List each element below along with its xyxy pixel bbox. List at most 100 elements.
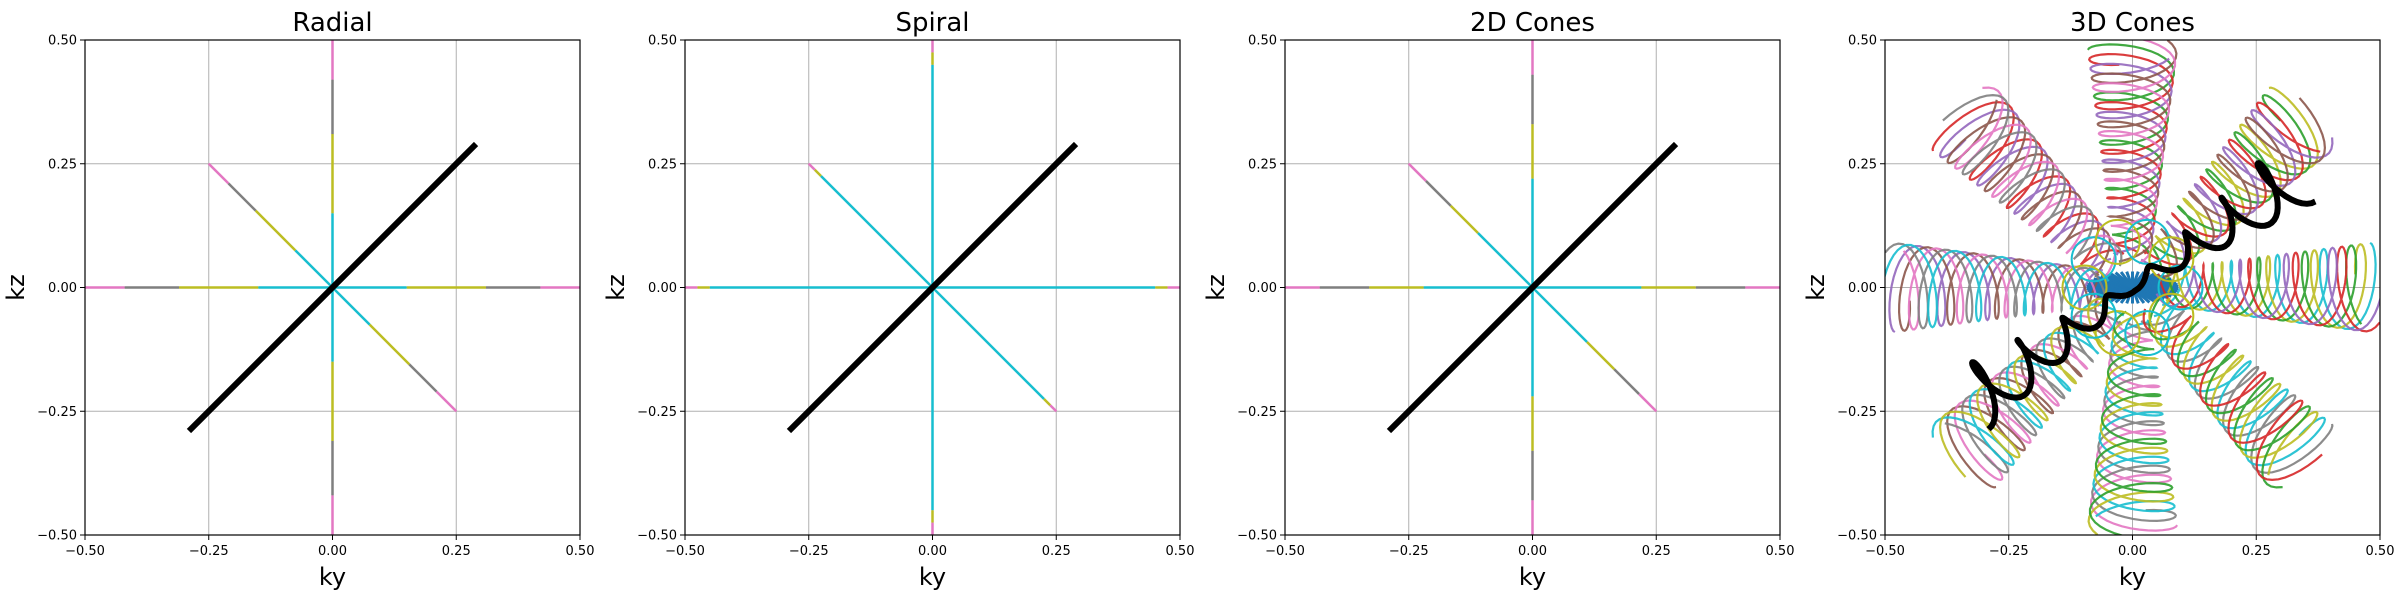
spiral-arm	[820, 175, 934, 289]
cone-ring	[2094, 218, 2141, 265]
cone-helix	[1885, 243, 2110, 329]
y-axis-label: kz	[602, 274, 630, 301]
x-tick-label: 0.00	[2118, 544, 2147, 559]
y-tick-label: −0.50	[637, 529, 677, 544]
x-tick-label: −0.50	[665, 544, 705, 559]
chart-title: Radial	[292, 8, 372, 38]
panel-radial: Radial ky kz −0.50 −0.25 0.00 0.25 0.50 −0.5…	[2, 8, 594, 591]
cone-ring	[2061, 264, 2108, 311]
radial-spoke	[254, 209, 297, 252]
highlighted-trajectory	[1969, 160, 2317, 432]
x-tick-label: 0.25	[1042, 544, 1071, 559]
cone-arm	[1477, 232, 1534, 289]
x-tick-label: 0.25	[1642, 544, 1671, 559]
x-tick-label: −0.25	[1989, 544, 2029, 559]
cone-helix	[2088, 310, 2174, 535]
y-tick-label: 0.00	[48, 281, 77, 296]
panel-spiral: Spiral ky kz −0.50 −0.25 0.00 0.25 0.50 −0.5…	[602, 8, 1194, 591]
cone-helix	[1938, 297, 2112, 478]
cone-helix	[2090, 40, 2178, 263]
highlighted-trajectory	[1386, 141, 1679, 434]
y-tick-label: 0.50	[1248, 34, 1277, 49]
x-axis-label: ky	[1519, 563, 1546, 591]
cone-helix	[2153, 97, 2327, 278]
x-tick-label: 0.25	[442, 544, 471, 559]
radial-spoke	[331, 286, 371, 326]
x-axis-label: ky	[919, 563, 946, 591]
radial-spoke	[408, 363, 438, 393]
cone-arm	[1586, 341, 1616, 371]
y-tick-label: 0.50	[648, 34, 677, 49]
plot-area	[1885, 40, 2380, 535]
cone-arm	[1531, 286, 1588, 343]
x-ticks: −0.50 −0.25 0.00 0.25 0.50	[665, 535, 1194, 559]
cone-helix	[2148, 295, 2311, 489]
cone-helix	[1885, 242, 2108, 330]
cone-helix	[2154, 86, 2319, 280]
y-tick-label: 0.50	[1848, 34, 1877, 49]
x-tick-label: −0.50	[1265, 544, 1305, 559]
spiral-arm	[1049, 404, 1058, 413]
cone-ring	[2148, 292, 2195, 339]
highlighted-trajectory	[786, 141, 1079, 434]
y-tick-label: 0.00	[648, 281, 677, 296]
x-ticks: −0.50 −0.25 0.00 0.25 0.50	[65, 535, 594, 559]
y-tick-label: 0.25	[648, 157, 677, 172]
cone-arm	[1407, 162, 1427, 182]
cone-helix	[2087, 312, 2175, 535]
panel-2d-cones: 2D Cones ky kz −0.50 −0.25 0.00 0.25 0.50 −0…	[1202, 8, 1794, 591]
y-axis-label: kz	[1802, 274, 1830, 301]
radial-spoke	[227, 182, 257, 212]
y-tick-label: −0.50	[1837, 529, 1877, 544]
x-ticks: −0.50 −0.25 0.00 0.25 0.50	[1265, 535, 1794, 559]
cone-ring	[2124, 218, 2171, 265]
x-ticks: −0.50 −0.25 0.00 0.25 0.50	[1865, 535, 2394, 559]
y-ticks: −0.50 −0.25 0.00 0.25 0.50	[37, 34, 85, 544]
y-tick-label: 0.00	[1848, 281, 1877, 296]
chart-title: Spiral	[895, 8, 969, 38]
x-tick-label: −0.25	[189, 544, 229, 559]
x-axis-label: ky	[2119, 563, 2146, 591]
x-tick-label: 0.00	[1518, 544, 1547, 559]
y-ticks: −0.50 −0.25 0.00 0.25 0.50	[1237, 34, 1285, 544]
x-tick-label: 0.50	[1166, 544, 1195, 559]
radial-spoke	[368, 323, 411, 366]
cone-helix	[2157, 245, 2380, 333]
y-tick-label: −0.25	[37, 405, 77, 420]
y-tick-label: 0.50	[48, 34, 77, 49]
spiral-arm	[1043, 398, 1052, 407]
y-ticks: −0.50 −0.25 0.00 0.25 0.50	[1837, 34, 1885, 544]
cone-helix	[1942, 93, 2123, 267]
x-tick-label: −0.50	[1865, 544, 1905, 559]
cone-helix	[2155, 246, 2380, 332]
cone-helix	[2142, 308, 2323, 482]
y-tick-label: 0.25	[48, 157, 77, 172]
y-tick-label: −0.25	[1837, 405, 1877, 420]
radial-spoke	[435, 390, 458, 413]
x-tick-label: −0.25	[789, 544, 829, 559]
y-axis-label: kz	[1202, 274, 1230, 301]
x-tick-label: 0.00	[318, 544, 347, 559]
cone-ring	[2094, 310, 2141, 357]
x-tick-label: 0.00	[918, 544, 947, 559]
cone-ring	[2124, 310, 2171, 357]
x-tick-label: 0.50	[566, 544, 595, 559]
y-ticks: −0.50 −0.25 0.00 0.25 0.50	[637, 34, 685, 544]
cone-helix	[1954, 86, 2117, 280]
cone-arm	[1425, 180, 1452, 207]
y-tick-label: −0.50	[1237, 529, 1277, 544]
y-tick-label: 0.25	[1248, 157, 1277, 172]
cone-arm	[1613, 368, 1640, 395]
y-tick-label: −0.25	[1237, 405, 1277, 420]
chart-title: 2D Cones	[1470, 8, 1595, 38]
cone-arm	[1449, 204, 1479, 234]
x-tick-label: −0.50	[65, 544, 105, 559]
panel-3d-cones: 3D Cones ky kz −0.50 −0.25 0.00 0.25 0.50 −0…	[1802, 8, 2394, 591]
y-tick-label: 0.00	[1248, 281, 1277, 296]
spiral-arm	[813, 168, 822, 177]
y-axis-label: kz	[2, 274, 30, 301]
cone-helix	[2091, 40, 2177, 265]
cone-ring	[2148, 236, 2195, 283]
plot-area	[1285, 40, 1780, 535]
